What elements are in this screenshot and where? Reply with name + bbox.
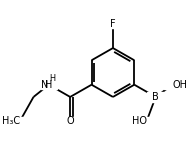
Bar — [147, 92, 164, 101]
Bar — [137, 117, 156, 126]
Bar — [11, 117, 29, 126]
Text: H₃C: H₃C — [2, 116, 20, 126]
Text: O: O — [66, 116, 74, 126]
Bar — [64, 117, 76, 126]
Text: HO: HO — [131, 116, 146, 126]
Text: B: B — [152, 92, 159, 102]
Bar — [164, 80, 181, 89]
Text: OH: OH — [173, 80, 188, 90]
Bar — [41, 80, 57, 89]
Bar — [107, 19, 119, 28]
Text: F: F — [110, 19, 116, 29]
Text: H: H — [50, 74, 56, 83]
Text: N: N — [41, 80, 48, 90]
Text: H: H — [45, 80, 52, 90]
